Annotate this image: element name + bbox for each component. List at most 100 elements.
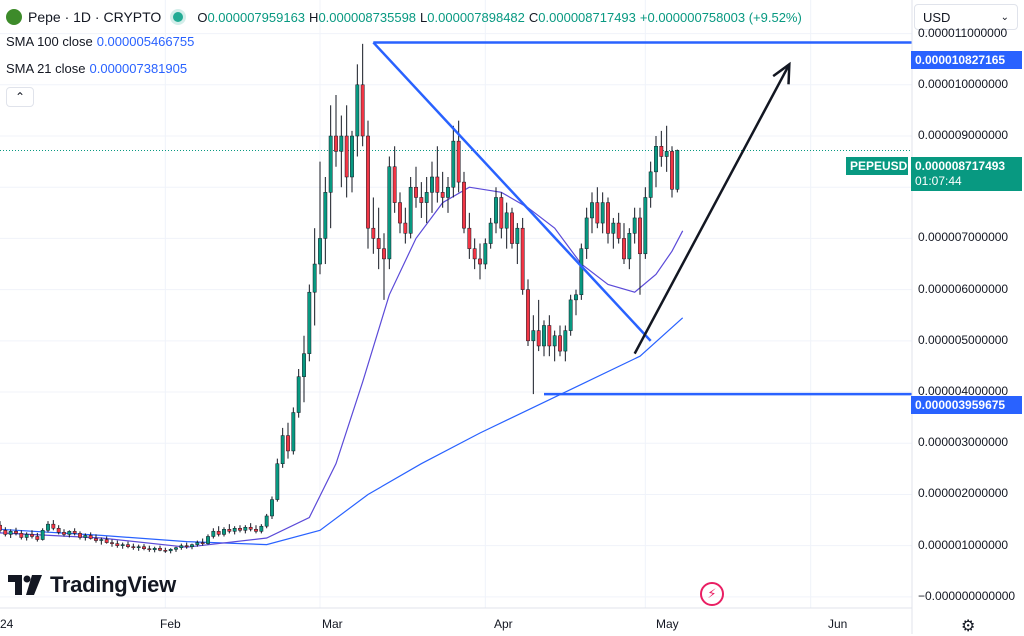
price-axis-label: 0.000002000000 [918, 486, 1009, 501]
candle [398, 192, 402, 234]
candle [664, 125, 669, 172]
candle [40, 528, 45, 541]
candle [611, 217, 616, 249]
candle [488, 217, 493, 249]
collapse-legend-button[interactable]: ⌃ [6, 87, 34, 107]
candle-body [526, 289, 530, 342]
candle [440, 171, 445, 208]
candle-body [227, 529, 232, 532]
tradingview-logo[interactable]: TradingView [8, 572, 176, 598]
descending-trendline [372, 41, 652, 342]
price-axis-label: 0.000003000000 [918, 435, 1009, 450]
candle-body [270, 499, 274, 517]
candle [408, 176, 413, 239]
candle-body [14, 531, 18, 534]
chart-legend: Pepe · 1D · CRYPTO O0.000007959163 H0.00… [6, 6, 806, 28]
candle-body [504, 212, 509, 229]
candle-body [206, 536, 210, 544]
candle [195, 540, 200, 547]
candle-body [126, 544, 130, 547]
candle-body [344, 135, 349, 178]
candle [350, 130, 354, 193]
candle [451, 125, 456, 198]
time-label-may: May [656, 617, 679, 631]
candle [344, 105, 349, 198]
candle-body [83, 535, 88, 538]
candle-body [542, 325, 546, 347]
candle [222, 527, 226, 537]
candle [51, 520, 56, 531]
candle-body [19, 533, 24, 538]
candle [168, 548, 173, 554]
price-axis-label: −0.000000000000 [918, 588, 1016, 603]
gear-icon[interactable]: ⚙ [961, 618, 976, 635]
currency-selector[interactable]: USD ⌄ [914, 4, 1018, 30]
candle [462, 171, 466, 234]
candle-body [110, 542, 114, 544]
candle [200, 538, 205, 546]
resistance-price-tag: 0.000010827165 [911, 51, 1022, 69]
sma100-legend[interactable]: SMA 100 close 0.000005466755 [6, 34, 195, 49]
candle-body [462, 181, 466, 229]
lightning-icon[interactable]: ⚡ [700, 582, 724, 606]
candle [675, 149, 680, 193]
candle [520, 217, 525, 295]
market-status-icon[interactable] [173, 12, 184, 22]
candle-body [275, 463, 280, 500]
candle-body [307, 291, 312, 354]
sma21-legend[interactable]: SMA 21 close 0.000007381905 [6, 61, 188, 76]
tradingview-mark-icon [8, 575, 42, 595]
time-label-jun: Jun [828, 617, 848, 631]
projection-arrow-line [633, 63, 791, 355]
time-label-apr: Apr [494, 617, 513, 631]
candle-body [222, 529, 226, 535]
candle-body [62, 532, 66, 535]
candle [30, 530, 34, 539]
candle [419, 182, 424, 218]
candle-body [254, 529, 258, 532]
candle [216, 526, 221, 537]
candle [147, 545, 152, 552]
candle-body [296, 376, 301, 413]
candle [8, 529, 13, 538]
candle [232, 526, 237, 535]
candle [654, 136, 658, 188]
candle-body [168, 549, 173, 552]
candle [14, 527, 18, 536]
candle [563, 325, 568, 362]
projection-arrow-head [772, 61, 791, 85]
candle [0, 521, 2, 533]
candle [152, 546, 157, 553]
candle-body [174, 547, 178, 550]
candle [24, 532, 29, 541]
candle-body [408, 186, 413, 234]
candle [136, 544, 141, 551]
candle-body [216, 531, 221, 535]
candle-body [494, 197, 498, 224]
symbol-title[interactable]: Pepe · 1D · CRYPTO [28, 9, 162, 25]
candle [307, 284, 312, 362]
candle-body [424, 192, 429, 203]
candle [227, 524, 232, 534]
candle [510, 207, 514, 249]
candle [622, 223, 626, 265]
candle-body [638, 217, 642, 255]
drawing-tools[interactable] [372, 41, 912, 396]
candle-body [8, 531, 13, 535]
price-axis-label: 0.000011000000 [918, 25, 1008, 40]
candle [318, 161, 322, 275]
current-price-tag: 0.000008717493 01:07:44 [911, 157, 1022, 191]
ohlc-high: H0.000008735598 [309, 9, 417, 25]
candle-body [376, 238, 381, 249]
candlesticks [0, 43, 680, 554]
support-price-tag: 0.000003959675 [911, 396, 1022, 414]
candle [211, 528, 216, 539]
candle [291, 407, 296, 455]
candle-body [664, 151, 669, 157]
candle-body [558, 335, 562, 352]
candle-body [323, 192, 328, 239]
candle [3, 527, 8, 537]
candle [243, 525, 248, 534]
candle-body [547, 325, 552, 347]
